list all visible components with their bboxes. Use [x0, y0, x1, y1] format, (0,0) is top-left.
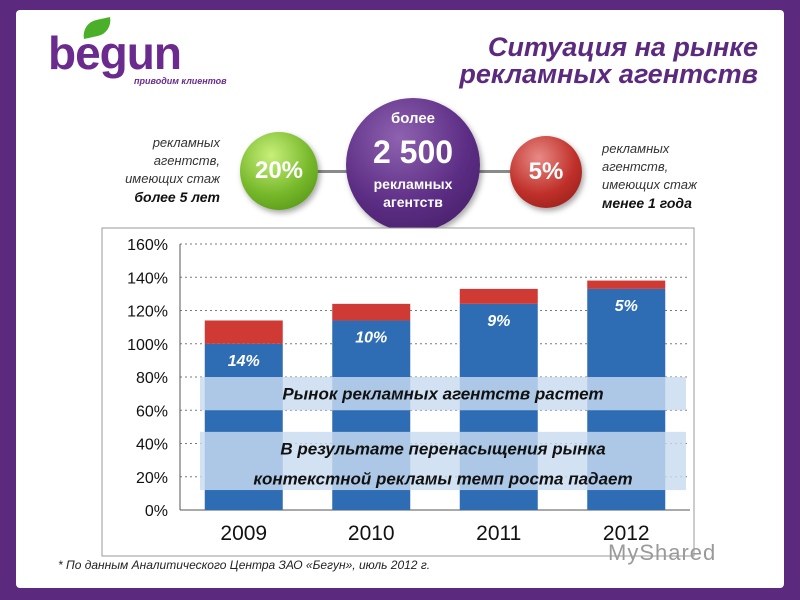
y-tick-label: 160% [127, 237, 168, 254]
left-caption-line: имеющих стаж [125, 171, 220, 186]
right-caption-line: имеющих стаж [602, 177, 697, 192]
annotation-text: Рынок рекламных агентств растет [282, 385, 603, 404]
y-tick-label: 80% [136, 370, 168, 387]
watermark: MyShared [608, 540, 717, 565]
left-caption-line: рекламных [152, 135, 220, 150]
bar-data-label: 10% [355, 329, 387, 346]
stat-value-right: 5% [528, 158, 564, 185]
y-tick-label: 100% [127, 337, 168, 354]
left-caption-strong: более 5 лет [134, 189, 220, 205]
x-tick-label: 2012 [603, 522, 650, 545]
bar-data-label: 5% [615, 298, 638, 315]
y-tick-label: 60% [136, 403, 168, 420]
begun-logo: begun приводим клиентов [48, 17, 248, 94]
annotation-band [200, 431, 686, 491]
logo-tagline: приводим клиентов [134, 76, 227, 86]
stat-circle-red: 5% [510, 136, 582, 208]
bar-increment [587, 280, 666, 289]
title-line-1: Ситуация на рынке [487, 32, 758, 62]
stat-circle-green: 20% [240, 132, 318, 210]
left-stat-caption: рекламных агентств, имеющих стаж более 5… [90, 134, 220, 206]
right-caption-strong: менее 1 года [602, 195, 692, 211]
right-caption-line: агентств, [602, 159, 669, 174]
center-line-1: более [390, 110, 436, 127]
bar-increment [204, 320, 283, 344]
x-tick-label: 2011 [476, 522, 521, 545]
title-line-2: рекламных агентств [459, 59, 758, 89]
stat-value-left: 20% [254, 157, 304, 184]
y-tick-label: 140% [127, 270, 168, 287]
center-line-3: рекламных [373, 176, 453, 192]
annotation-band [200, 377, 686, 411]
annotation-text: контекстной рекламы темп роста падает [253, 469, 632, 488]
center-line-4: агентств [383, 194, 443, 210]
y-tick-label: 120% [127, 304, 168, 321]
right-caption-line: рекламных [602, 141, 670, 156]
center-value: 2 500 [372, 134, 454, 170]
bar-data-label: 14% [228, 353, 260, 370]
page-title: Ситуация на рынке рекламных агентств [459, 34, 758, 88]
logo-word: begun [48, 27, 182, 79]
left-caption-line: агентств, [153, 153, 220, 168]
bar-data-label: 9% [487, 313, 510, 330]
annotation-text: В результате перенасыщения рынка [280, 439, 605, 458]
x-tick-label: 2009 [220, 522, 267, 545]
y-tick-label: 20% [136, 470, 168, 487]
connector-left [316, 170, 350, 173]
y-tick-label: 0% [145, 503, 168, 520]
bar-increment [459, 288, 538, 304]
y-tick-label: 40% [136, 437, 168, 454]
connector-right [478, 170, 514, 173]
bar-increment [332, 303, 411, 321]
stacked-bar-chart: 0% 20% 40% 60% 80% 100% 120% 140% 160% 14% 2009 10%… [101, 227, 695, 557]
right-stat-caption: рекламных агентств, имеющих стаж менее 1… [602, 140, 742, 212]
stat-circle-purple: более 2 500 рекламных агентств [346, 98, 480, 232]
footnote: * По данным Аналитического Центра ЗАО «Б… [58, 558, 431, 572]
x-tick-label: 2010 [348, 522, 395, 545]
